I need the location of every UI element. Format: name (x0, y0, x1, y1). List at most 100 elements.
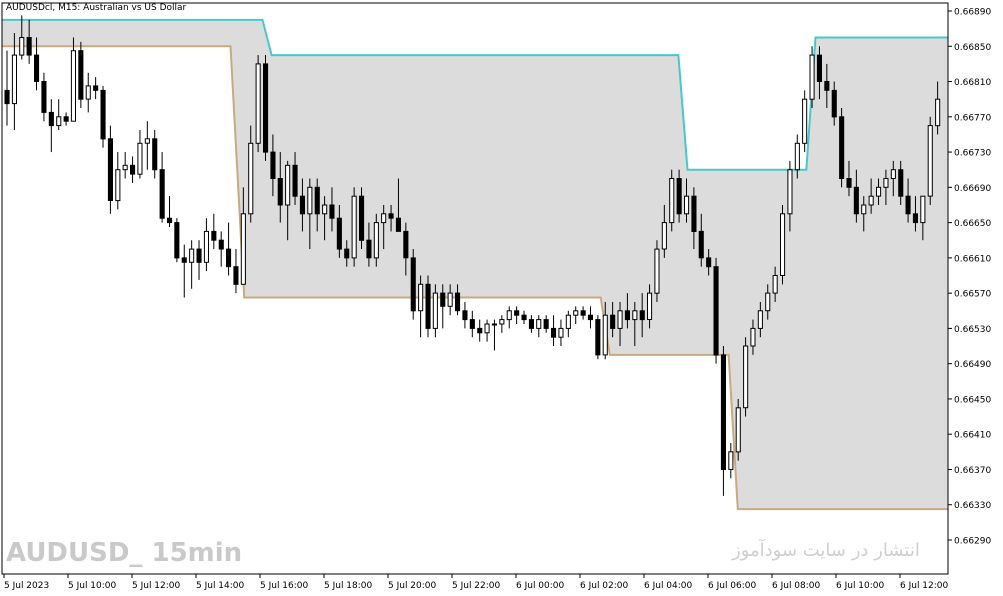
candle-body (359, 195, 365, 241)
candle-body (440, 292, 446, 307)
candle-body (831, 89, 837, 118)
x-tick-label: 5 Jul 18:00 (324, 581, 373, 591)
y-tick-label: 0.66610 (954, 254, 991, 264)
y-tick-label: 0.66450 (954, 395, 991, 405)
candle-body (218, 239, 224, 250)
candle-body (211, 230, 217, 241)
candle-body (403, 230, 409, 259)
x-tick-label: 5 Jul 12:00 (132, 581, 181, 591)
candle-body (846, 178, 852, 188)
candle-body (757, 310, 763, 329)
x-tick-label: 5 Jul 14:00 (196, 581, 245, 591)
candle-body (152, 138, 158, 171)
candle-body (920, 195, 926, 224)
candle-body (329, 204, 335, 219)
candle-body (713, 266, 719, 356)
candle-body (528, 319, 535, 329)
x-tick-label: 5 Jul 20:00 (388, 581, 437, 591)
candle-body (373, 222, 379, 259)
candle-body (639, 310, 645, 321)
candle-body (905, 195, 911, 215)
candle-body (506, 310, 512, 321)
y-tick-label: 0.66850 (954, 43, 991, 53)
candle-body (853, 186, 859, 215)
candle-body (203, 230, 209, 263)
candle-body (927, 125, 933, 197)
candle-body (750, 327, 756, 347)
candle-body (144, 138, 150, 144)
candle-body (861, 204, 867, 215)
candle-body (816, 54, 823, 82)
candle-body (691, 195, 697, 232)
y-tick-label: 0.66490 (954, 360, 991, 370)
x-tick-label: 6 Jul 08:00 (772, 581, 821, 591)
chart-title: AUDUSDcl, M15: Australian vs US Dollar (6, 3, 187, 13)
candle-body (720, 354, 727, 470)
candle-body (587, 314, 594, 321)
candle-body (824, 81, 830, 91)
candle-body (780, 213, 786, 277)
candle-body (159, 169, 165, 219)
candle-body (336, 217, 342, 250)
candle-body (122, 164, 128, 171)
channel-fill (2, 19, 948, 510)
candle-body (248, 142, 254, 215)
candle-body (551, 327, 557, 338)
candle-body (935, 98, 941, 127)
candle-body (425, 283, 431, 329)
candle-body (484, 323, 490, 334)
x-tick-label: 5 Jul 16:00 (260, 581, 309, 591)
candle-body (802, 98, 808, 144)
plot-border (1, 2, 949, 575)
candle-body (100, 89, 106, 140)
candle-body (196, 248, 202, 263)
candle-body (130, 164, 136, 175)
candle-body (706, 257, 712, 268)
candle-body (181, 257, 187, 263)
candle-body (93, 85, 99, 91)
candle-body (137, 142, 143, 175)
y-tick-label: 0.66330 (954, 501, 991, 511)
candle-body (491, 323, 497, 326)
candle-body (728, 451, 734, 470)
candle-body (573, 310, 579, 316)
candle-body (809, 54, 815, 100)
candle-body (617, 310, 623, 329)
x-tick-label: 6 Jul 10:00 (836, 581, 885, 591)
candle-body (676, 178, 682, 215)
candle-body (661, 222, 667, 250)
candle-body (63, 116, 69, 122)
candle-body (432, 292, 438, 329)
candle-body (787, 169, 793, 215)
y-tick-label: 0.66570 (954, 290, 991, 300)
candle-body (19, 37, 25, 56)
candle-body (395, 217, 401, 232)
y-tick-label: 0.66650 (954, 219, 991, 229)
candle-body (292, 164, 298, 197)
candle-body (624, 310, 631, 321)
candle-body (240, 213, 246, 285)
y-tick-label: 0.66370 (954, 466, 991, 476)
candle-body (344, 248, 350, 259)
candle-body (499, 319, 505, 325)
candle-body (602, 314, 608, 356)
candle-body (890, 169, 896, 179)
candle-body (595, 319, 601, 356)
candle-body (78, 50, 84, 100)
x-tick-label: 6 Jul 12:00 (900, 581, 949, 591)
x-tick-label: 5 Jul 10:00 (68, 581, 117, 591)
candle-body (610, 314, 616, 329)
x-tick-label: 5 Jul 2023 (4, 581, 49, 591)
y-tick-label: 0.66690 (954, 184, 991, 194)
candle-body (299, 195, 305, 215)
x-tick-label: 6 Jul 00:00 (516, 581, 565, 591)
candle-body (85, 85, 91, 100)
candle-body (263, 63, 269, 153)
candle-body (270, 151, 276, 180)
y-tick-label: 0.66290 (954, 537, 991, 547)
candle-body (743, 345, 749, 409)
candle-body (41, 81, 47, 113)
x-tick-label: 6 Jul 06:00 (708, 581, 757, 591)
x-tick-label: 5 Jul 22:00 (452, 581, 501, 591)
